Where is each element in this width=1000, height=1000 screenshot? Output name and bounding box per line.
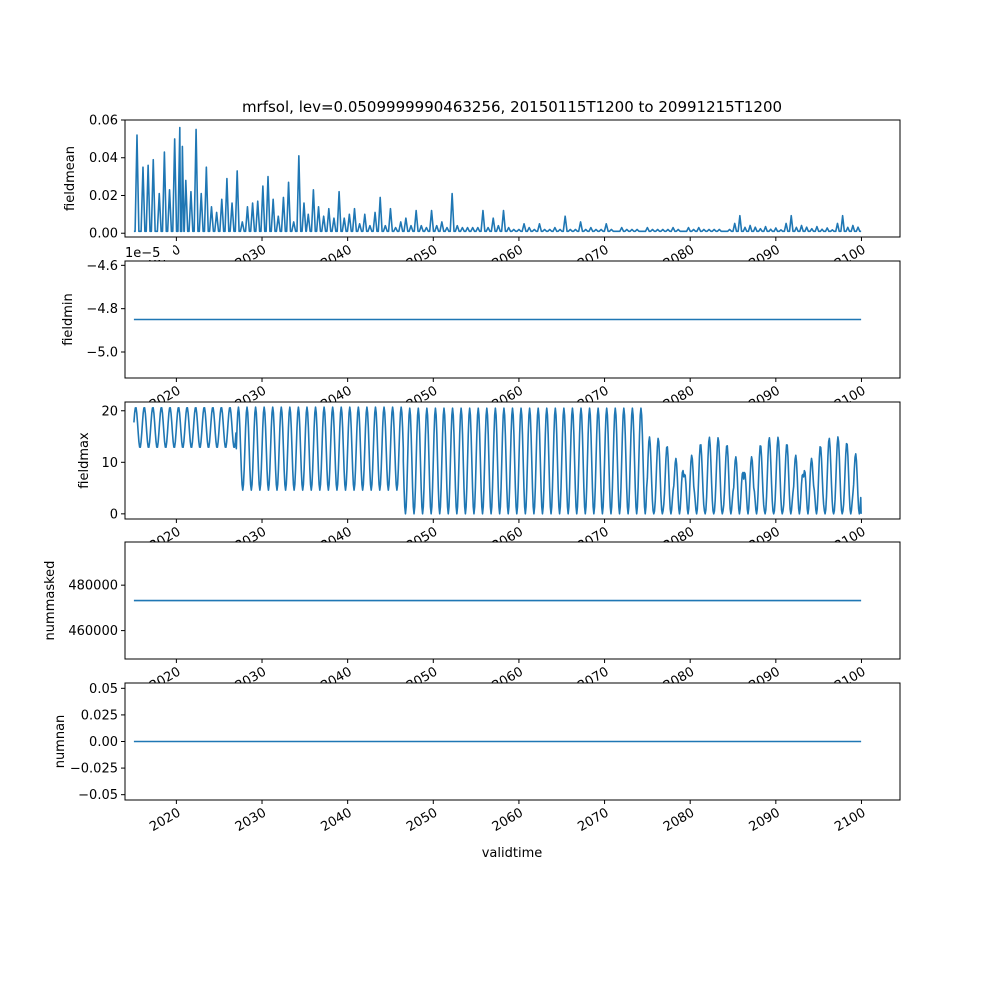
y-tick-label-fieldmean: 0.06: [89, 114, 118, 129]
series-line-fieldmax: [133, 406, 862, 515]
y-axis-label-fieldmean: fieldmean: [63, 146, 78, 211]
axes-frame-fieldmean: [124, 119, 901, 238]
y-tick-label-nummasked: 480000: [68, 579, 118, 594]
x-axis-label: validtime: [482, 846, 543, 861]
y-tick-label-numnan: −0.025: [70, 762, 118, 777]
y-tick-label-fieldmean: 0.02: [89, 189, 118, 204]
series-line-fieldmean: [133, 126, 862, 233]
y-tick-label-nummasked: 460000: [68, 624, 118, 639]
figure-title: mrfsol, lev=0.0509999990463256, 20150115…: [242, 98, 782, 116]
axes-frame-fieldmin: [124, 260, 901, 379]
y-tick-label-numnan: −0.05: [78, 788, 118, 803]
y-tick-label-fieldmax: 0: [110, 507, 118, 522]
y-tick-label-fieldmax: 20: [101, 404, 118, 419]
y-axis-label-fieldmax: fieldmax: [77, 432, 92, 489]
axes-frame-fieldmax: [124, 401, 901, 520]
y-axis-label-nummasked: nummasked: [43, 561, 58, 641]
offset-text-backdrop: [125, 245, 173, 260]
y-tick-label-fieldmax: 10: [101, 456, 118, 471]
y-axis-label-fieldmin: fieldmin: [61, 293, 76, 346]
y-tick-label-numnan: 0.025: [81, 708, 118, 723]
y-tick-label-fieldmean: 0.00: [89, 227, 118, 242]
y-offset-text-fieldmin: 1e−5: [125, 246, 160, 261]
y-tick-label-fieldmin: −4.8: [86, 302, 118, 317]
axes-frame-nummasked: [124, 541, 901, 660]
y-tick-label-fieldmin: −4.6: [86, 259, 118, 274]
y-tick-label-numnan: 0.00: [89, 735, 118, 750]
y-tick-label-fieldmean: 0.04: [89, 151, 118, 166]
y-tick-label-fieldmin: −5.0: [86, 346, 118, 361]
y-tick-label-numnan: 0.05: [89, 682, 118, 697]
subplot-stack: 0.000.020.040.06202020302040205020602070…: [43, 114, 901, 835]
y-axis-label-numnan: numnan: [53, 715, 68, 769]
